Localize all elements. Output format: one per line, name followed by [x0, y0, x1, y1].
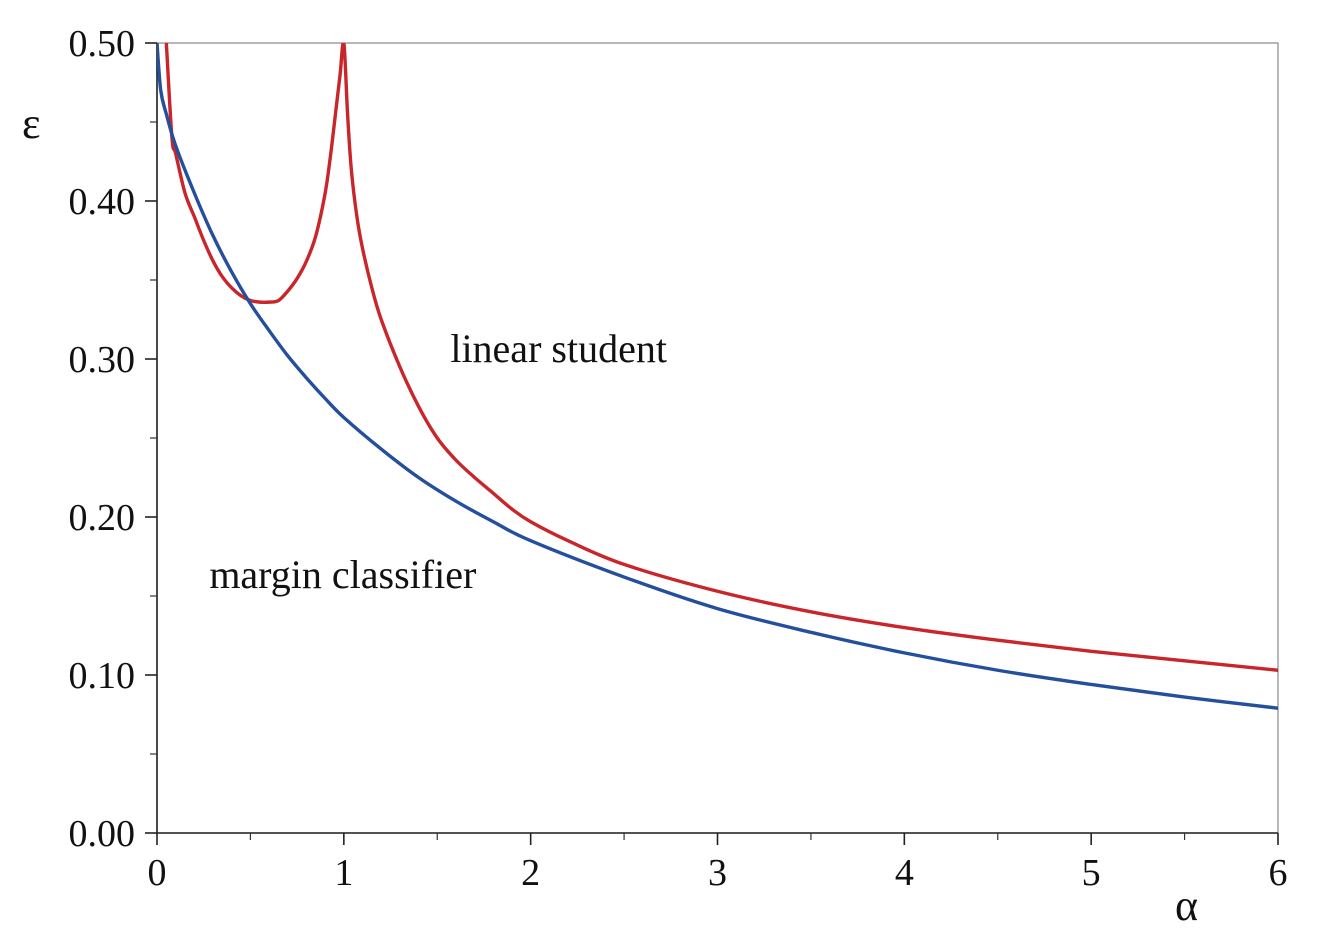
- y-tick-label: 0.10: [69, 655, 136, 697]
- plot-frame: [156, 42, 1279, 834]
- annotation-margin-classifier: margin classifier: [209, 552, 476, 597]
- y-tick-label: 0.50: [69, 23, 136, 65]
- y-tick-label: 0.30: [69, 339, 136, 381]
- series-layer: [157, 43, 1278, 710]
- y-axis-label: ε: [22, 99, 40, 148]
- x-tick-label: 1: [334, 852, 353, 894]
- y-tick-label: 0.00: [69, 813, 136, 855]
- x-tick-label: 3: [708, 852, 727, 894]
- y-axis: 0.00 0.10 0.20 0.30 0.40 0.50: [69, 23, 157, 855]
- x-tick-label: 6: [1269, 852, 1288, 894]
- x-tick-label: 2: [521, 852, 540, 894]
- axes-frame: [156, 42, 1279, 834]
- x-axis: 0 1 2 3 4 5 6: [148, 833, 1288, 894]
- series-line-linear-student: [164, 43, 1278, 672]
- annotation-layer: linear student margin classifier: [209, 326, 667, 597]
- y-tick-label: 0.20: [69, 497, 136, 539]
- x-tick-label: 5: [1082, 852, 1101, 894]
- y-tick-label: 0.40: [69, 181, 136, 223]
- x-tick-label: 0: [148, 852, 167, 894]
- x-tick-label: 4: [895, 852, 914, 894]
- x-axis-label: α: [1175, 881, 1198, 930]
- series-line-margin-classifier: [157, 43, 1278, 710]
- annotation-linear-student: linear student: [450, 326, 667, 371]
